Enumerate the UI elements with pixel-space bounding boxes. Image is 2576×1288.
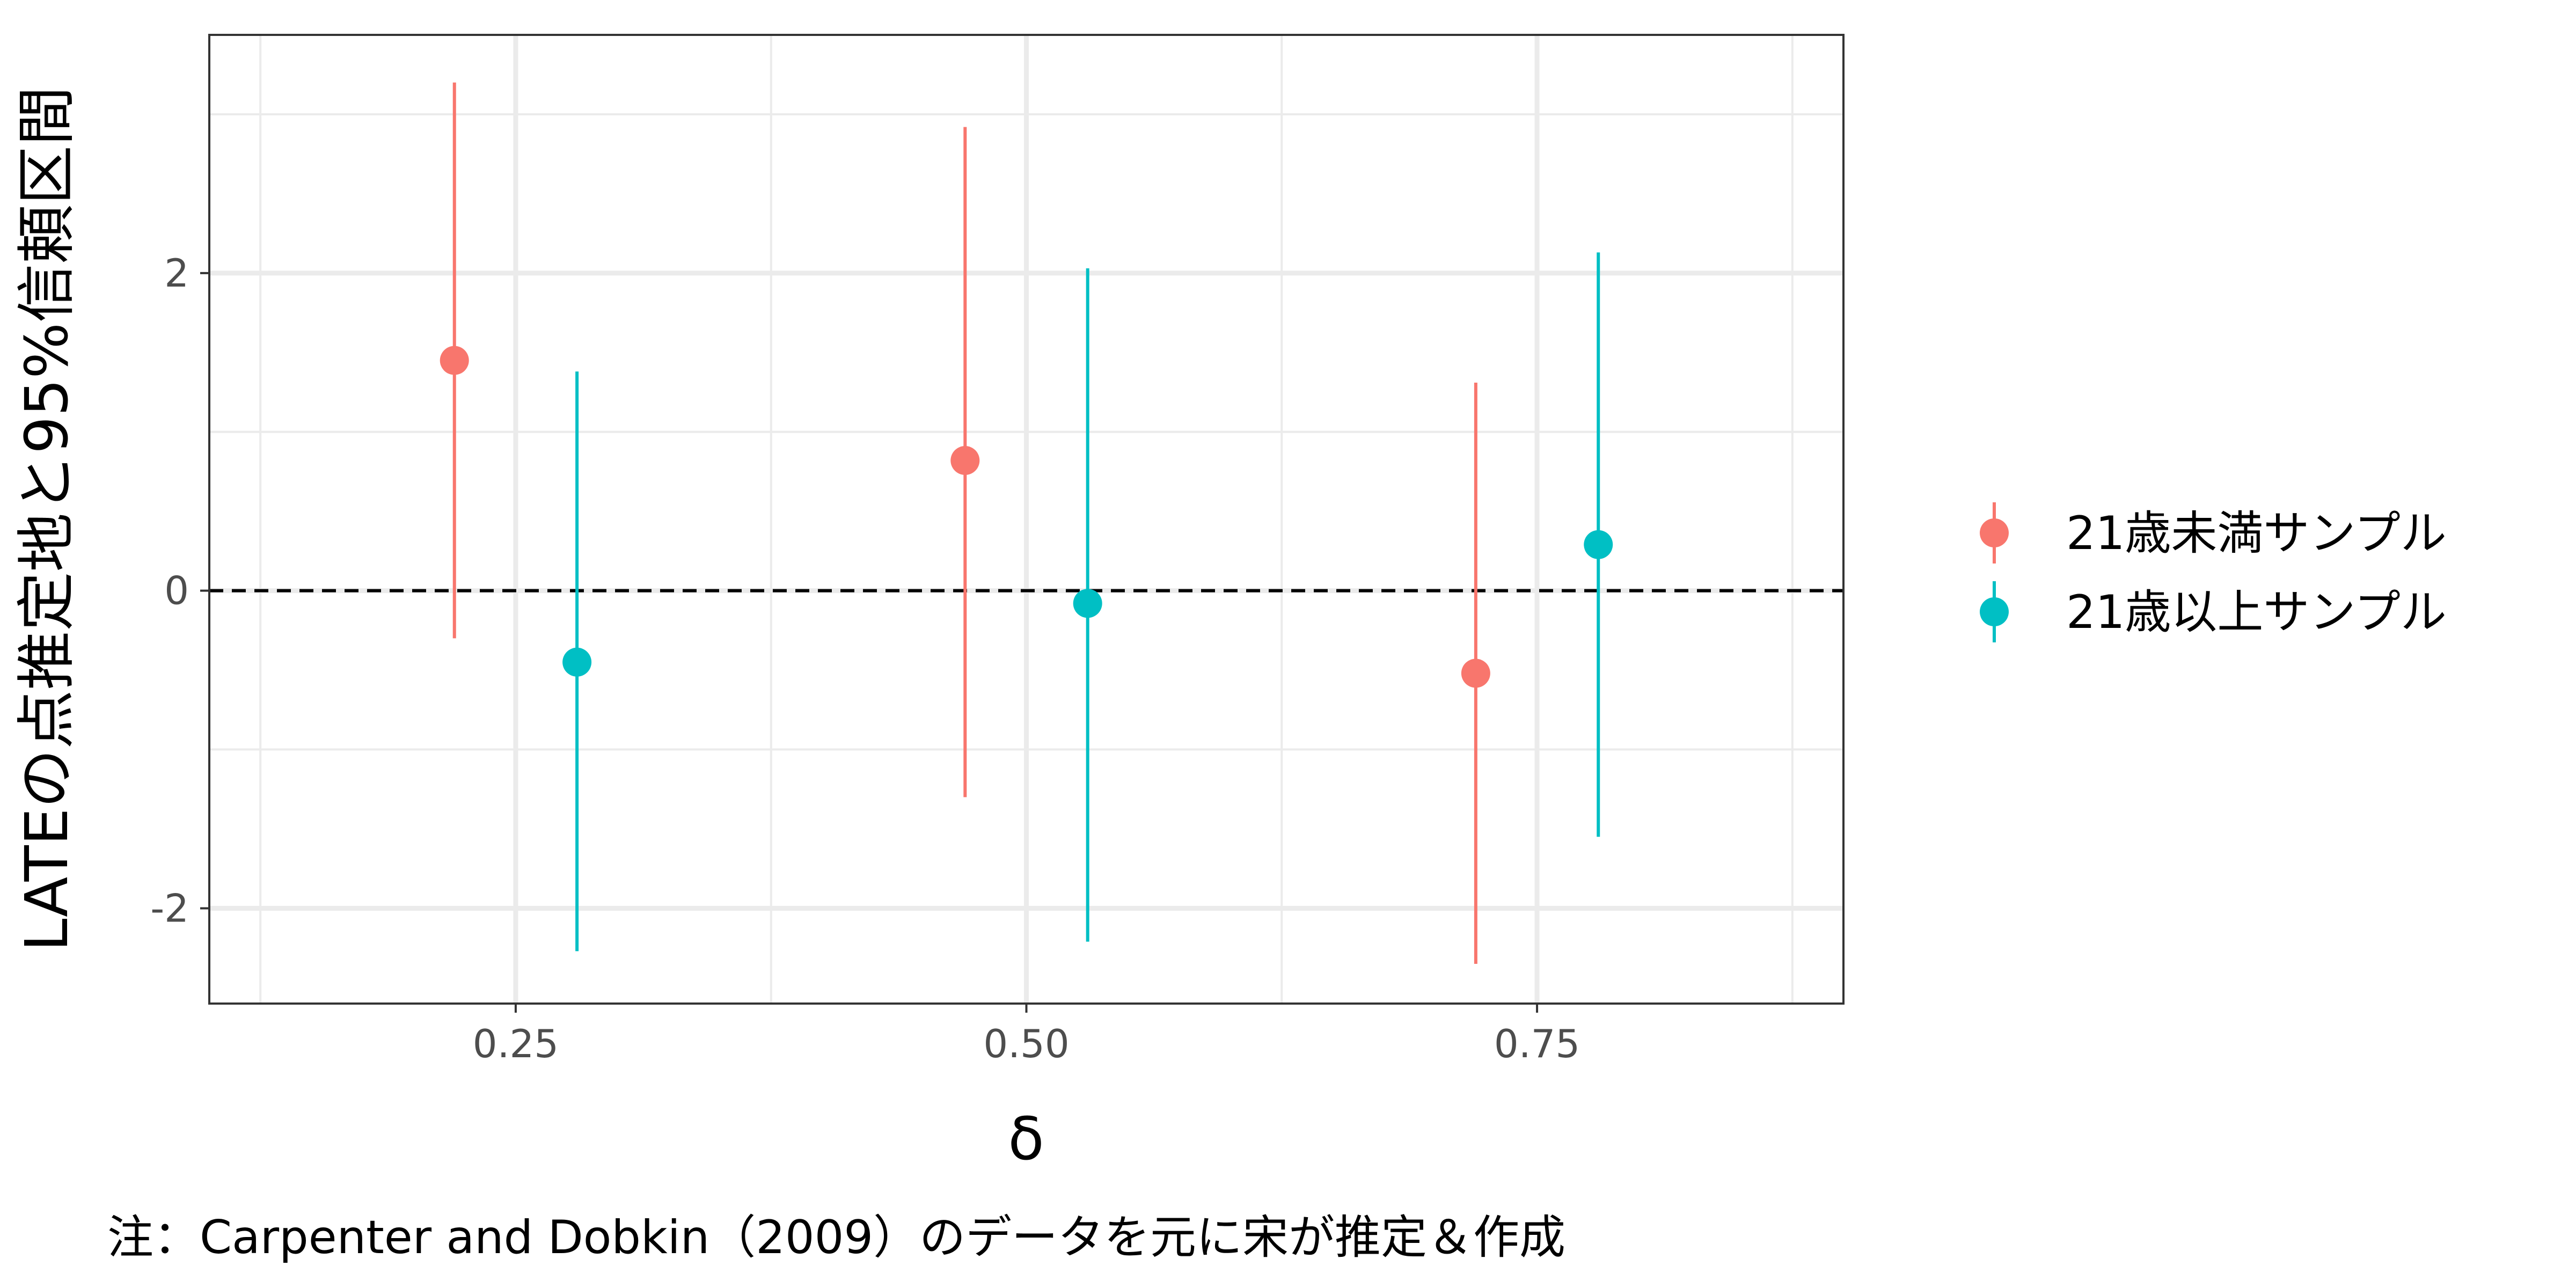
legend-label-1: 21歳以上サンプル	[2066, 586, 2447, 639]
y-axis: -2 0 2	[150, 251, 209, 931]
legend-key-point-1	[1980, 597, 2009, 626]
data-point-s0-p2	[1461, 658, 1490, 688]
caption: 注：Carpenter and Dobkin（2009）のデータを元に宋が推定＆…	[107, 1211, 1565, 1264]
y-tick-label: -2	[150, 885, 189, 931]
x-axis: 0.25 0.50 0.75	[473, 1004, 1580, 1066]
legend: 21歳未満サンプル 21歳以上サンプル	[1980, 502, 2447, 642]
legend-key-point-0	[1980, 518, 2009, 547]
x-tick-label: 0.50	[983, 1021, 1069, 1066]
x-tick-label: 0.75	[1494, 1021, 1580, 1066]
data-point-s1-p2	[1584, 530, 1613, 559]
y-tick-label: 2	[164, 251, 189, 296]
y-tick-label: 0	[164, 568, 189, 613]
y-axis-title: LATEの点推定地と95%信頼区間	[12, 86, 81, 952]
legend-label-0: 21歳未満サンプル	[2066, 507, 2447, 560]
x-tick-label: 0.25	[473, 1021, 559, 1066]
data-point-s0-p1	[950, 446, 980, 475]
data-point-s0-p0	[440, 346, 469, 375]
x-axis-title: δ	[1008, 1104, 1044, 1173]
data-point-s1-p1	[1073, 589, 1102, 618]
data-point-s1-p0	[562, 647, 592, 677]
point-group	[440, 346, 1613, 688]
